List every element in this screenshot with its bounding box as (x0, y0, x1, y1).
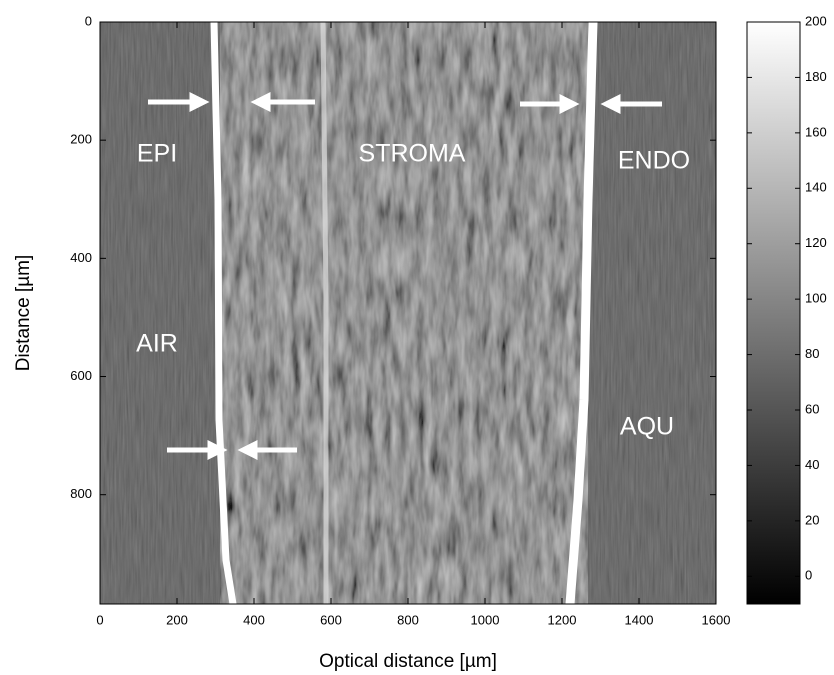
x-tick-label: 400 (243, 612, 265, 627)
y-axis-label: Distance [µm] (13, 255, 34, 372)
x-tick-label: 800 (397, 612, 419, 627)
colorbar-tick-label: 140 (805, 180, 827, 195)
annotation: AIR (136, 330, 178, 358)
y-tick-label: 400 (70, 250, 92, 265)
x-tick-label: 600 (320, 612, 342, 627)
bright-streak (320, 22, 329, 604)
colorbar (746, 21, 801, 605)
colorbar-tick-label: 200 (805, 13, 827, 28)
colorbar-tick-label: 100 (805, 291, 827, 306)
y-tick-label: 0 (85, 13, 92, 28)
x-tick-label: 200 (166, 612, 188, 627)
colorbar-tick-label: 20 (805, 512, 819, 527)
y-tick-label: 200 (70, 132, 92, 147)
oct-image (100, 22, 716, 604)
annotation: STROMA (359, 140, 466, 168)
x-axis-label: Optical distance [µm] (319, 651, 497, 672)
annotation: EPI (137, 140, 177, 168)
colorbar-tick-label: 80 (805, 346, 819, 361)
y-tick-label: 600 (70, 368, 92, 383)
stroma-texture (220, 22, 588, 604)
x-tick-label: 1000 (471, 612, 500, 627)
x-tick-label: 1400 (625, 612, 654, 627)
annotation: AQU (620, 413, 674, 441)
colorbar-tick-label: 60 (805, 401, 819, 416)
x-tick-label: 0 (96, 612, 103, 627)
colorbar-tick-label: 40 (805, 457, 819, 472)
x-tick-label: 1200 (548, 612, 577, 627)
colorbar-tick-label: 0 (805, 568, 812, 583)
arrows (148, 92, 662, 460)
colorbar-tick-label: 180 (805, 69, 827, 84)
endo-boundary (565, 22, 598, 604)
colorbar-tick-label: 160 (805, 124, 827, 139)
colorbar-tick-label: 120 (805, 235, 827, 250)
epi-boundary (210, 22, 237, 604)
y-tick-label: 800 (70, 486, 92, 501)
annotation: ENDO (618, 147, 690, 175)
x-tick-label: 1600 (702, 612, 731, 627)
